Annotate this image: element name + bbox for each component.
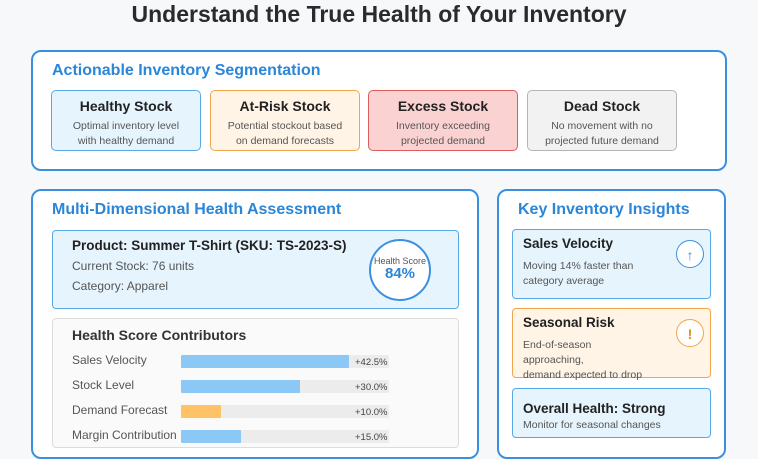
insight-sales-velocity[interactable]: Sales Velocity Moving 14% faster than ca… [512, 229, 711, 299]
warning-icon: ! [676, 319, 704, 347]
insight-desc: Monitor for seasonal changes [523, 419, 661, 431]
contributor-bar-track [181, 430, 389, 443]
insight-title: Seasonal Risk [523, 315, 615, 330]
contributor-label: Sales Velocity [72, 353, 147, 367]
insight-title: Sales Velocity [523, 236, 614, 251]
segment-label: Dead Stock [563, 98, 641, 114]
segmentation-title: Actionable Inventory Segmentation [52, 62, 321, 79]
contributor-row: Demand Forecast +10.0% [53, 403, 458, 423]
segment-desc: Optimal inventory level with healthy dem… [72, 120, 180, 147]
segment-desc: Potential stockout based on demand forec… [227, 120, 343, 147]
segment-label: Healthy Stock [79, 98, 173, 114]
contributor-bar-track [181, 405, 389, 418]
insight-title: Overall Health: Strong [523, 401, 666, 416]
segment-desc: Inventory exceeding projected demand [396, 120, 490, 147]
segment-label: Excess Stock [397, 98, 489, 114]
contributors-title: Health Score Contributors [72, 327, 247, 343]
segment-desc: No movement with no projected future dem… [545, 120, 659, 147]
product-summary: Product: Summer T-Shirt (SKU: TS-2023-S)… [52, 230, 459, 309]
contributor-value: +42.5% [355, 357, 388, 368]
segment-label: At-Risk Stock [239, 98, 331, 114]
health-score-label: Health Score [373, 256, 427, 266]
contributor-bar [181, 380, 300, 393]
insight-overall-health[interactable]: Overall Health: Strong Monitor for seaso… [512, 388, 711, 438]
contributor-value: +10.0% [355, 407, 388, 418]
product-stock: Current Stock: 76 units [72, 259, 195, 273]
contributor-bar [181, 430, 242, 443]
insight-seasonal-risk[interactable]: Seasonal Risk End-of-season approaching,… [512, 308, 711, 381]
contributor-row: Margin Contribution +15.0% [53, 428, 458, 448]
contributor-bar-track [181, 355, 389, 368]
assessment-title: Multi-Dimensional Health Assessment [52, 201, 342, 218]
product-name: Product: Summer T-Shirt (SKU: TS-2023-S) [72, 238, 347, 253]
segment-excess-stock[interactable]: Excess Stock Inventory exceeding project… [368, 90, 518, 151]
insight-desc: Moving 14% faster than category average [523, 260, 634, 287]
contributor-value: +15.0% [355, 432, 388, 443]
contributor-row: Sales Velocity +42.5% [53, 353, 458, 373]
insight-desc: End-of-season approaching, demand expect… [523, 339, 643, 381]
contributor-bar-track [181, 380, 389, 393]
arrow-up-icon: ↑ [676, 240, 704, 268]
contributor-row: Stock Level +30.0% [53, 378, 458, 398]
page-title: Understand the True Health of Your Inven… [131, 1, 627, 27]
segment-at-risk-stock[interactable]: At-Risk Stock Potential stockout based o… [210, 90, 360, 151]
segment-dead-stock[interactable]: Dead Stock No movement with no projected… [527, 90, 677, 151]
health-score-badge: Health Score 84% [369, 239, 431, 301]
contributor-label: Margin Contribution [72, 428, 177, 442]
health-score-value: 84% [384, 265, 416, 282]
contributor-label: Demand Forecast [72, 403, 168, 417]
product-category: Category: Apparel [72, 279, 169, 293]
insights-title: Key Inventory Insights [518, 201, 690, 218]
segment-healthy-stock[interactable]: Healthy Stock Optimal inventory level wi… [51, 90, 201, 151]
contributor-value: +30.0% [355, 382, 388, 393]
contributor-bar [181, 405, 221, 418]
contributor-label: Stock Level [72, 378, 135, 392]
contributor-bar [181, 355, 350, 368]
contributors-panel: Health Score Contributors Sales Velocity… [52, 318, 459, 448]
